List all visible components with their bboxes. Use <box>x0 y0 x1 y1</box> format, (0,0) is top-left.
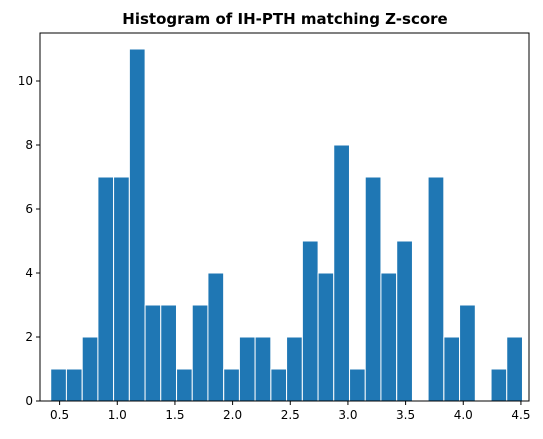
y-axis: 0 2 4 6 8 10 <box>18 74 40 408</box>
x-tick-label: 2.0 <box>223 408 242 422</box>
histogram-bar <box>301 240 319 402</box>
histogram-bar <box>223 368 240 402</box>
x-tick-label: 4.5 <box>511 408 530 422</box>
histogram-bar <box>191 304 209 402</box>
histogram-bar <box>207 272 225 402</box>
y-tick-label: 6 <box>25 202 33 216</box>
histogram-bar <box>128 48 146 402</box>
x-tick-label: 3.5 <box>396 408 415 422</box>
bars-group <box>50 48 523 402</box>
y-tick-label: 2 <box>25 330 33 344</box>
histogram-bar <box>238 336 256 402</box>
y-tick-label: 10 <box>18 74 33 88</box>
histogram-bar <box>349 368 366 402</box>
histogram-bar <box>427 176 445 402</box>
histogram-bar <box>443 336 461 402</box>
x-tick-label: 4.0 <box>454 408 473 422</box>
histogram-bar <box>286 336 303 402</box>
histogram-bar <box>254 336 272 402</box>
histogram-bar <box>65 368 83 402</box>
histogram-bar <box>160 304 177 402</box>
y-tick-label: 8 <box>25 138 33 152</box>
histogram-bar <box>490 368 508 402</box>
histogram-bar <box>333 144 350 402</box>
y-tick-label: 4 <box>25 266 33 280</box>
histogram-bar <box>144 304 162 402</box>
y-tick-label: 0 <box>25 394 33 408</box>
x-tick-label: 2.5 <box>281 408 300 422</box>
plot-frame <box>39 32 530 402</box>
x-tick-label: 1.5 <box>165 408 184 422</box>
histogram-bar <box>396 240 413 402</box>
histogram-bar <box>50 368 67 402</box>
histogram-bar <box>81 336 99 402</box>
histogram-bar <box>113 176 130 402</box>
histogram-bar <box>506 336 523 402</box>
x-tick-label: 1.0 <box>108 408 127 422</box>
x-tick-label: 3.0 <box>338 408 357 422</box>
histogram-bar <box>176 368 193 402</box>
histogram-bar <box>317 272 335 402</box>
x-tick-label: 0.5 <box>50 408 69 422</box>
histogram-bar <box>380 272 398 402</box>
histogram-bar <box>270 368 288 402</box>
histogram-bar <box>459 304 476 402</box>
chart-title: Histogram of IH-PTH matching Z-score <box>122 10 447 28</box>
histogram-bar <box>364 176 382 402</box>
x-axis: 0.5 1.0 1.5 2.0 2.5 3.0 3.5 4.0 4.5 <box>50 401 530 422</box>
histogram-bar <box>97 176 115 402</box>
